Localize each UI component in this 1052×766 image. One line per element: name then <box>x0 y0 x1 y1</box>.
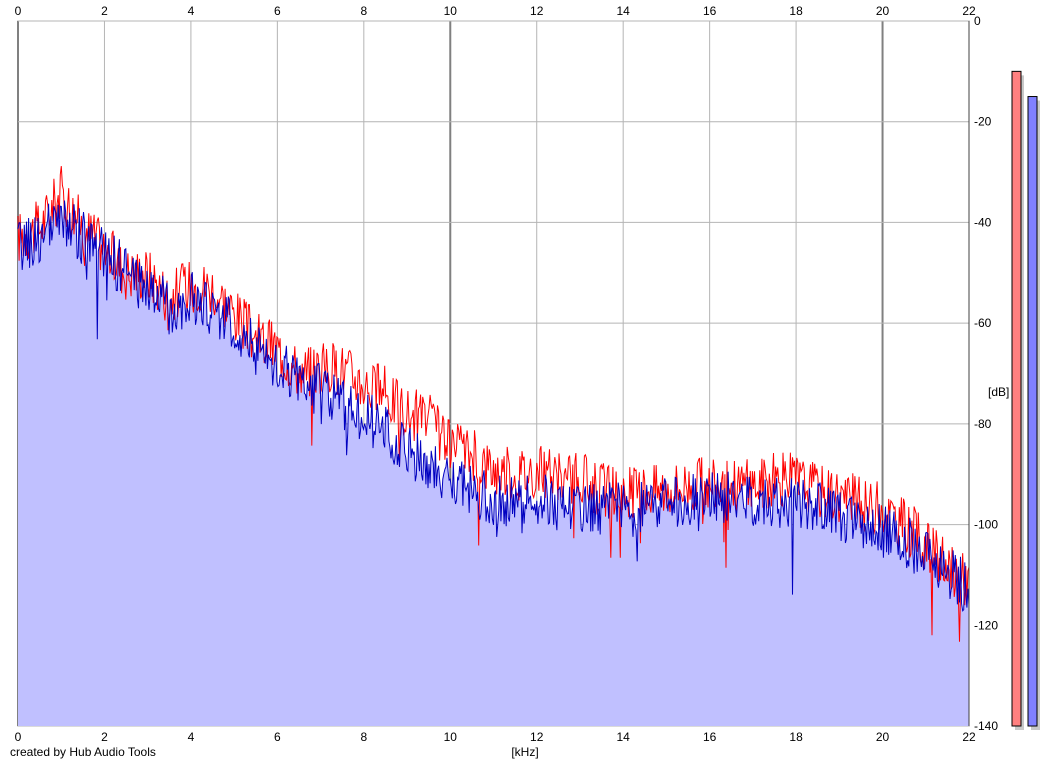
y-tick-label: -140 <box>974 719 998 733</box>
x-tick-label: 16 <box>703 730 717 744</box>
x-tick-label-top: 22 <box>962 4 976 18</box>
x-tick-label-top: 0 <box>15 4 22 18</box>
x-tick-label: 10 <box>444 730 458 744</box>
x-tick-label: 4 <box>188 730 195 744</box>
x-tick-label-top: 6 <box>274 4 281 18</box>
x-tick-label: 18 <box>789 730 803 744</box>
x-tick-label-top: 8 <box>360 4 367 18</box>
x-tick-label-top: 14 <box>617 4 631 18</box>
y-tick-label: 0 <box>974 14 981 28</box>
x-tick-label: 12 <box>530 730 544 744</box>
y-tick-label: -40 <box>974 215 992 229</box>
y-tick-label: -80 <box>974 417 992 431</box>
x-tick-label-top: 2 <box>101 4 108 18</box>
x-tick-label-top: 18 <box>789 4 803 18</box>
x-tick-label: 2 <box>101 730 108 744</box>
x-tick-label: 20 <box>876 730 890 744</box>
y-axis-label: [dB] <box>988 385 1009 399</box>
x-tick-label-top: 20 <box>876 4 890 18</box>
x-tick-label: 6 <box>274 730 281 744</box>
series-line-blue <box>17 200 970 612</box>
x-tick-label-top: 4 <box>188 4 195 18</box>
series-line-red <box>17 166 970 642</box>
x-axis-label: [kHz] <box>511 745 538 759</box>
y-tick-label: -120 <box>974 618 998 632</box>
level-meter-right <box>1027 96 1038 727</box>
x-tick-label: 0 <box>15 730 22 744</box>
y-tick-label: -60 <box>974 316 992 330</box>
y-tick-label: -20 <box>974 115 992 129</box>
x-tick-label-top: 10 <box>444 4 458 18</box>
x-tick-label-top: 16 <box>703 4 717 18</box>
spectrum-fill-area <box>18 200 969 726</box>
x-tick-label: 8 <box>360 730 367 744</box>
credit-text: created by Hub Audio Tools <box>10 745 156 759</box>
y-tick-label: -100 <box>974 518 998 532</box>
x-tick-label: 14 <box>617 730 631 744</box>
level-meter-left <box>1011 70 1022 727</box>
x-tick-label-top: 12 <box>530 4 544 18</box>
x-tick-label: 22 <box>962 730 976 744</box>
